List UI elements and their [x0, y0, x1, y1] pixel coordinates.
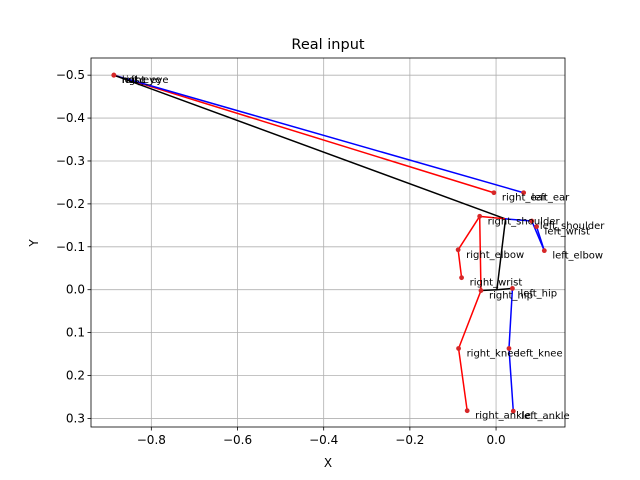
segment-left_elbow-left_wrist	[535, 225, 546, 252]
keypoint-right_ankle	[464, 408, 470, 414]
keypoint-left_hip	[510, 286, 515, 291]
y-tick-label: −0.4	[56, 111, 85, 125]
y-tick-label: −0.1	[56, 240, 85, 254]
keypoint-right_knee	[456, 346, 461, 351]
keypoint-left_wrist	[534, 224, 539, 230]
y-tick-label: −0.5	[56, 68, 85, 82]
keypoint-label-left_knee: left_knee	[517, 348, 563, 359]
x-tick-label: −0.6	[223, 433, 252, 447]
x-tick-label: −0.4	[309, 433, 338, 447]
keypoint-label-right_wrist: right_wrist	[470, 278, 523, 289]
keypoint-label-right_ankle: right_ankle	[475, 411, 531, 422]
segment-nose-neck	[113, 74, 507, 220]
keypoint-label-left_elbow: left_elbow	[552, 251, 603, 262]
segment-right_shoulder-right_hip	[478, 215, 482, 292]
y-tick-label: 0.3	[66, 411, 85, 425]
grid	[91, 58, 565, 427]
x-tick-label: 0.0	[487, 433, 506, 447]
x-axis-ticks: −0.8 −0.6 −0.4 −0.2 0.0	[137, 427, 506, 447]
segment-neck-pelvis	[496, 218, 507, 291]
y-tick-label: −0.3	[56, 154, 85, 168]
keypoint-label-right_shoulder: right_shoulder	[488, 216, 561, 227]
keypoint-label-left_ear: left_ear	[532, 193, 570, 204]
keypoint-right_ear	[491, 190, 497, 196]
keypoint-label-nose: nose	[122, 75, 146, 86]
x-tick-label: −0.2	[395, 433, 424, 447]
chart-title: Real input	[291, 37, 364, 53]
segment-right_knee-right_ankle	[457, 347, 468, 412]
skeleton-segments	[113, 74, 546, 412]
keypoint-right_eye	[111, 72, 117, 78]
plot-area-frame	[90, 57, 566, 428]
segment-left_hip-left_knee	[508, 287, 514, 350]
keypoint-right_hip	[478, 288, 484, 293]
keypoint-label-left_wrist: left_wrist	[545, 227, 590, 238]
keypoint-label-right_ear: right_ear	[502, 193, 548, 204]
keypoint-label-left_ankle: left_ankle	[521, 411, 569, 422]
segment-right_elbow-right_wrist	[457, 249, 463, 279]
y-axis-ticks: −0.5 −0.4 −0.3 −0.2 −0.1 0.0 0.1 0.2 0.3	[56, 68, 91, 425]
y-tick-label: 0.1	[66, 326, 85, 340]
keypoints	[111, 72, 547, 414]
keypoint-left_shoulder	[529, 218, 535, 224]
keypoint-label-left_eye: left_eye	[122, 75, 161, 86]
keypoint-left_knee	[506, 346, 512, 351]
keypoint-label-right_eye: right_eye	[122, 75, 169, 86]
y-tick-label: 0.0	[66, 283, 85, 297]
keypoint-label-right_knee: right_knee	[467, 348, 520, 359]
segment-right_shoulder-right_elbow	[457, 215, 481, 251]
segment-nose-right_ear	[113, 74, 495, 194]
y-axis-label: Y	[27, 239, 41, 248]
keypoint-label-right_elbow: right_elbow	[466, 250, 524, 261]
x-axis-label: X	[324, 456, 332, 470]
keypoint-label-right_hip: right_hip	[489, 291, 533, 302]
keypoint-right_elbow	[455, 247, 461, 253]
x-tick-label: −0.8	[137, 433, 166, 447]
keypoint-label-left_shoulder: left_shoulder	[540, 221, 605, 232]
keypoint-left_elbow	[541, 248, 547, 254]
segment-pelvis-right_hip	[480, 288, 498, 292]
segment-pelvis-left_hip	[496, 287, 514, 291]
keypoint-right_shoulder	[477, 213, 483, 219]
segment-right_hip-right_knee	[457, 289, 482, 350]
y-tick-label: 0.2	[66, 369, 85, 383]
segment-neck-right_shoulder	[478, 215, 507, 220]
keypoint-label-left_hip: left_hip	[520, 288, 557, 299]
keypoint-right_wrist	[459, 275, 464, 281]
keypoint-left_ankle	[510, 408, 516, 414]
y-tick-label: −0.2	[56, 197, 85, 211]
segment-nose-left_ear	[113, 74, 525, 194]
segment-neck-left_shoulder	[504, 218, 533, 222]
segment-left_knee-left_ankle	[508, 347, 515, 412]
keypoint-left_ear	[521, 190, 527, 196]
